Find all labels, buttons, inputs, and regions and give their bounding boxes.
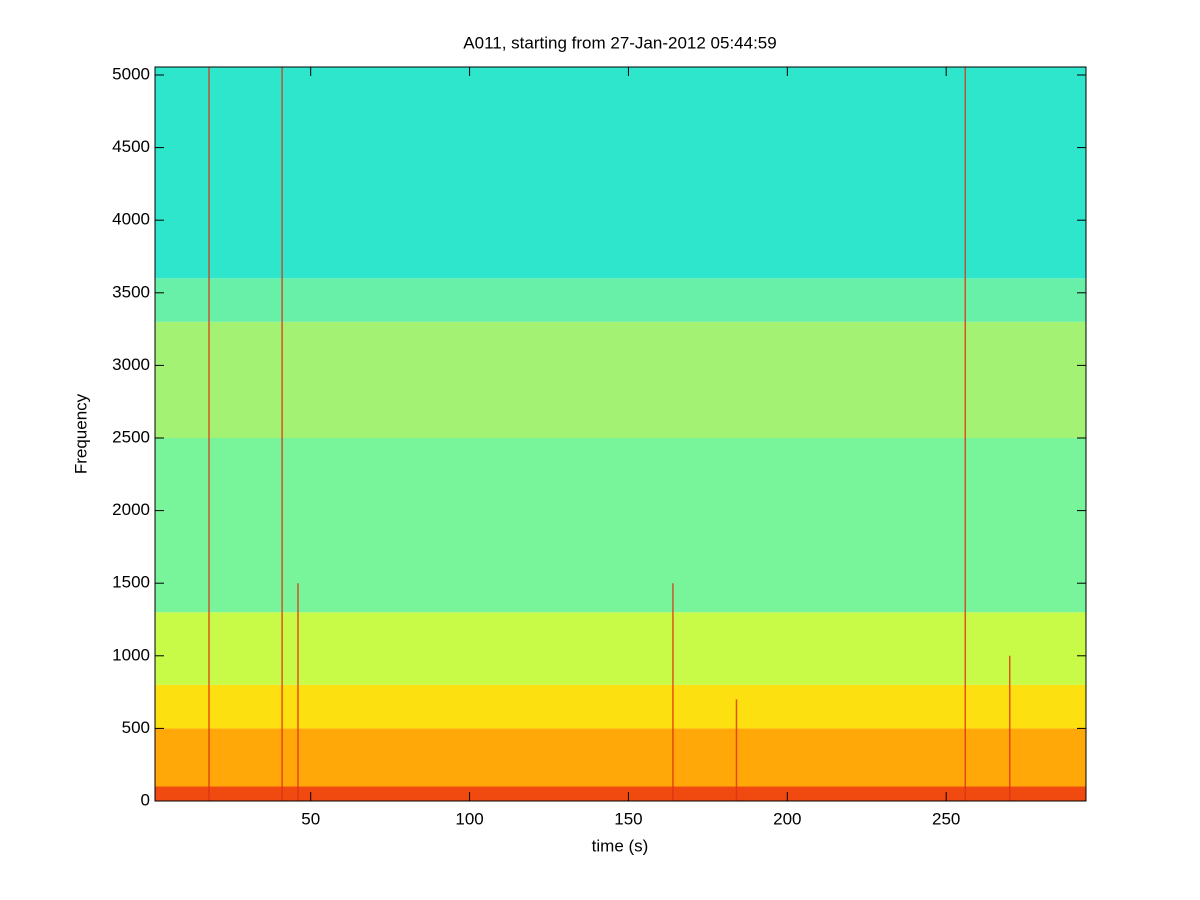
y-tick-label: 5000	[112, 64, 150, 83]
y-axis-label: Frequency	[71, 393, 90, 474]
spectrum-band	[155, 612, 1086, 685]
x-tick-label: 50	[301, 809, 320, 828]
y-tick-label: 500	[122, 718, 150, 737]
plot-frame	[154, 66, 1087, 802]
spectrum-band	[155, 786, 1086, 801]
spectrum-band	[155, 278, 1086, 322]
y-tick-label: 2000	[112, 500, 150, 519]
x-tick-label: 200	[773, 809, 801, 828]
y-tick-label: 1500	[112, 573, 150, 592]
y-tick-label: 0	[141, 790, 150, 809]
y-tick-label: 2500	[112, 427, 150, 446]
x-tick-label: 250	[932, 809, 960, 828]
spectrum-band	[155, 67, 1086, 279]
y-tick-label: 1000	[112, 645, 150, 664]
chart-title: A011, starting from 27-Jan-2012 05:44:59	[463, 33, 776, 52]
y-tick-label: 4000	[112, 210, 150, 229]
spectrum-band	[155, 684, 1086, 729]
x-axis-label: time (s)	[592, 836, 649, 855]
y-tick-label: 3500	[112, 282, 150, 301]
spectrum-band	[155, 437, 1086, 613]
y-tick-label: 3000	[112, 355, 150, 374]
x-tick-label: 150	[614, 809, 642, 828]
spectrum-band	[155, 321, 1086, 438]
x-tick-label: 100	[455, 809, 483, 828]
spectrum-band	[155, 728, 1086, 787]
y-tick-label: 4500	[112, 137, 150, 156]
